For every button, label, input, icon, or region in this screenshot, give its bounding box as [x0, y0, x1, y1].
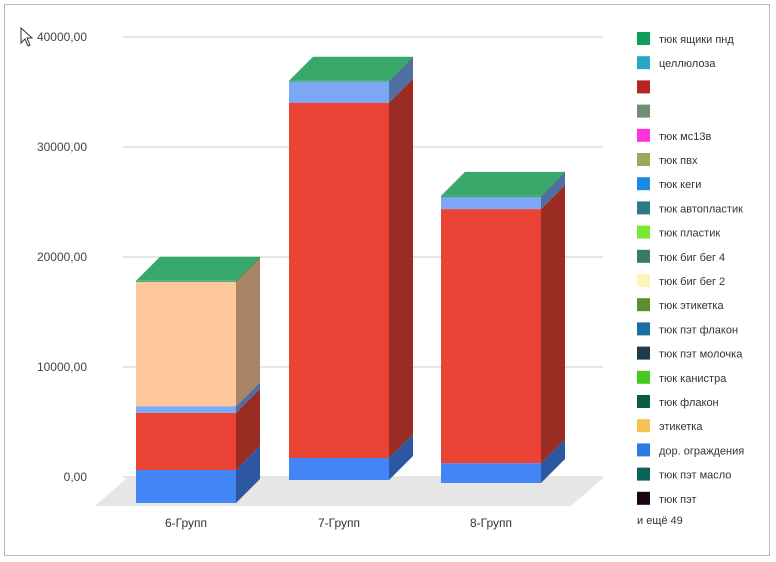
bar-segment: [136, 412, 236, 470]
legend-label: целлюлоза: [659, 58, 716, 70]
bar-segment-side: [389, 434, 413, 480]
bar-segment-side: [236, 382, 260, 413]
y-tick-label: 10000,00: [37, 360, 87, 374]
mouse-cursor-icon: [20, 27, 34, 47]
bar-segment-side: [236, 446, 260, 503]
legend-label: тюк пластик: [659, 228, 720, 240]
legend-label: тюк пэт молочка: [659, 349, 743, 361]
legend-swatch: [637, 153, 650, 166]
legend-swatch: [637, 56, 650, 70]
legend-swatch: [637, 491, 650, 505]
bar-top: [289, 56, 413, 81]
y-axis-ticks: 0,00 10000,00 20000,00 30000,00 40000,00: [37, 30, 87, 484]
y-tick-label: 40000,00: [37, 30, 87, 44]
x-axis-labels: 6-Групп 7-Групп 8-Групп: [165, 516, 512, 530]
y-tick-label: 20000,00: [37, 250, 87, 264]
bar-top: [136, 256, 260, 281]
bar-segment: [289, 81, 389, 103]
legend-swatch: [637, 467, 650, 481]
y-tick-label: 0,00: [64, 470, 88, 484]
legend-label: дор. ограждения: [659, 445, 744, 457]
bar-segment: [441, 463, 541, 483]
legend-label: тюк пэт флакон: [659, 324, 738, 336]
bar-segment-side: [236, 256, 260, 282]
bar-top: [441, 171, 565, 196]
bar-segment-side: [541, 171, 565, 197]
legend-swatch: [637, 322, 650, 336]
bar-segment-side: [541, 439, 565, 483]
bar-segment: [441, 195, 541, 197]
x-tick-label: 8-Групп: [470, 516, 512, 530]
legend-label: тюк пэт: [659, 494, 697, 506]
legend-swatch: [637, 370, 650, 384]
legend-swatch: [637, 346, 650, 360]
legend-label: тюк пэт масло: [659, 470, 731, 482]
bar-segment: [136, 280, 236, 282]
chart-panel: 0,00 10000,00 20000,00 30000,00 40000,00 6-Г…: [4, 4, 770, 556]
bar-segment-side: [541, 185, 565, 464]
legend-swatch: [637, 128, 650, 142]
legend-label: тюк пвх: [659, 155, 698, 167]
legend-swatch: [637, 395, 650, 408]
bar-segment: [289, 80, 389, 82]
legend-swatch: [637, 249, 650, 263]
legend-swatch: [637, 80, 650, 94]
legend-swatch: [637, 274, 650, 287]
legend: тюк ящики пнд целлюлоза тюк мс13в тюк пвх тю…: [637, 32, 744, 527]
bar-segment: [289, 102, 389, 458]
legend-more-label: и ещё 49: [637, 515, 683, 527]
legend-label: тюк биг бег 2: [659, 276, 725, 288]
bar-segment-side: [541, 173, 565, 210]
bars: [136, 56, 565, 503]
bar-segment-side: [389, 57, 413, 103]
x-tick-label: 7-Групп: [318, 516, 360, 530]
bar-segment: [441, 197, 541, 210]
legend-label: тюк мс13в: [659, 131, 711, 143]
legend-label: тюк канистра: [659, 373, 727, 385]
legend-swatch: [637, 298, 650, 312]
legend-label: тюк кеги: [659, 179, 701, 191]
legend-swatch: [637, 32, 650, 45]
legend-label: этикетка: [659, 421, 703, 433]
y-tick-label: 30000,00: [37, 140, 87, 154]
bar-segment-side: [389, 56, 413, 82]
legend-label: тюк автопластик: [659, 203, 743, 215]
bar-segment: [289, 458, 389, 480]
legend-swatch: [637, 177, 650, 191]
legend-swatch: [637, 419, 650, 433]
legend-label: тюк этикетка: [659, 300, 724, 312]
bar-segment-side: [389, 78, 413, 458]
legend-swatch: [637, 443, 650, 457]
legend-label: тюк биг бег 4: [659, 252, 725, 264]
bar-segment: [136, 406, 236, 413]
legend-label: тюк флакон: [659, 397, 719, 409]
bar-segment-side: [236, 388, 260, 470]
x-tick-label: 6-Групп: [165, 516, 207, 530]
bar-segment: [136, 281, 236, 407]
legend-label: тюк ящики пнд: [659, 34, 734, 46]
legend-swatch: [637, 225, 650, 239]
stacked-bar-chart: 0,00 10000,00 20000,00 30000,00 40000,00 6-Г…: [37, 30, 744, 530]
legend-swatch: [637, 104, 650, 118]
bar-segment: [136, 470, 236, 503]
bar-segment-side: [236, 257, 260, 407]
bar-segment: [441, 209, 541, 464]
legend-swatch: [637, 201, 650, 215]
